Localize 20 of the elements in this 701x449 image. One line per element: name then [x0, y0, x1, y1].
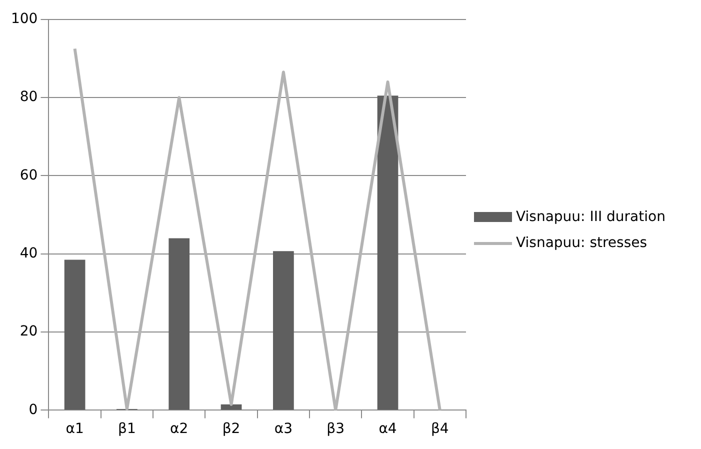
bar — [273, 251, 294, 410]
y-tick-label: 100 — [10, 11, 38, 28]
y-tick-label: 0 — [28, 402, 38, 418]
y-tick-label: 80 — [20, 89, 38, 106]
x-tick-label: β4 — [431, 421, 449, 438]
x-tick-label: β2 — [222, 421, 240, 438]
y-tick-label: 40 — [20, 246, 38, 262]
legend-label: Visnapuu: stresses — [516, 234, 648, 253]
y-tick-label: 60 — [20, 167, 38, 184]
x-tick-label: α4 — [378, 421, 397, 438]
bar — [64, 260, 86, 410]
legend-label: Visnapuu: III duration — [516, 208, 666, 227]
x-tick-label: α1 — [66, 421, 84, 438]
x-tick-label: β1 — [118, 421, 136, 438]
bar — [168, 238, 190, 410]
y-tick-label: 20 — [20, 324, 38, 340]
x-tick-label: β3 — [326, 421, 345, 438]
x-tick-label: α2 — [170, 421, 188, 438]
x-tick-label: α3 — [274, 421, 293, 438]
bar — [377, 96, 398, 410]
